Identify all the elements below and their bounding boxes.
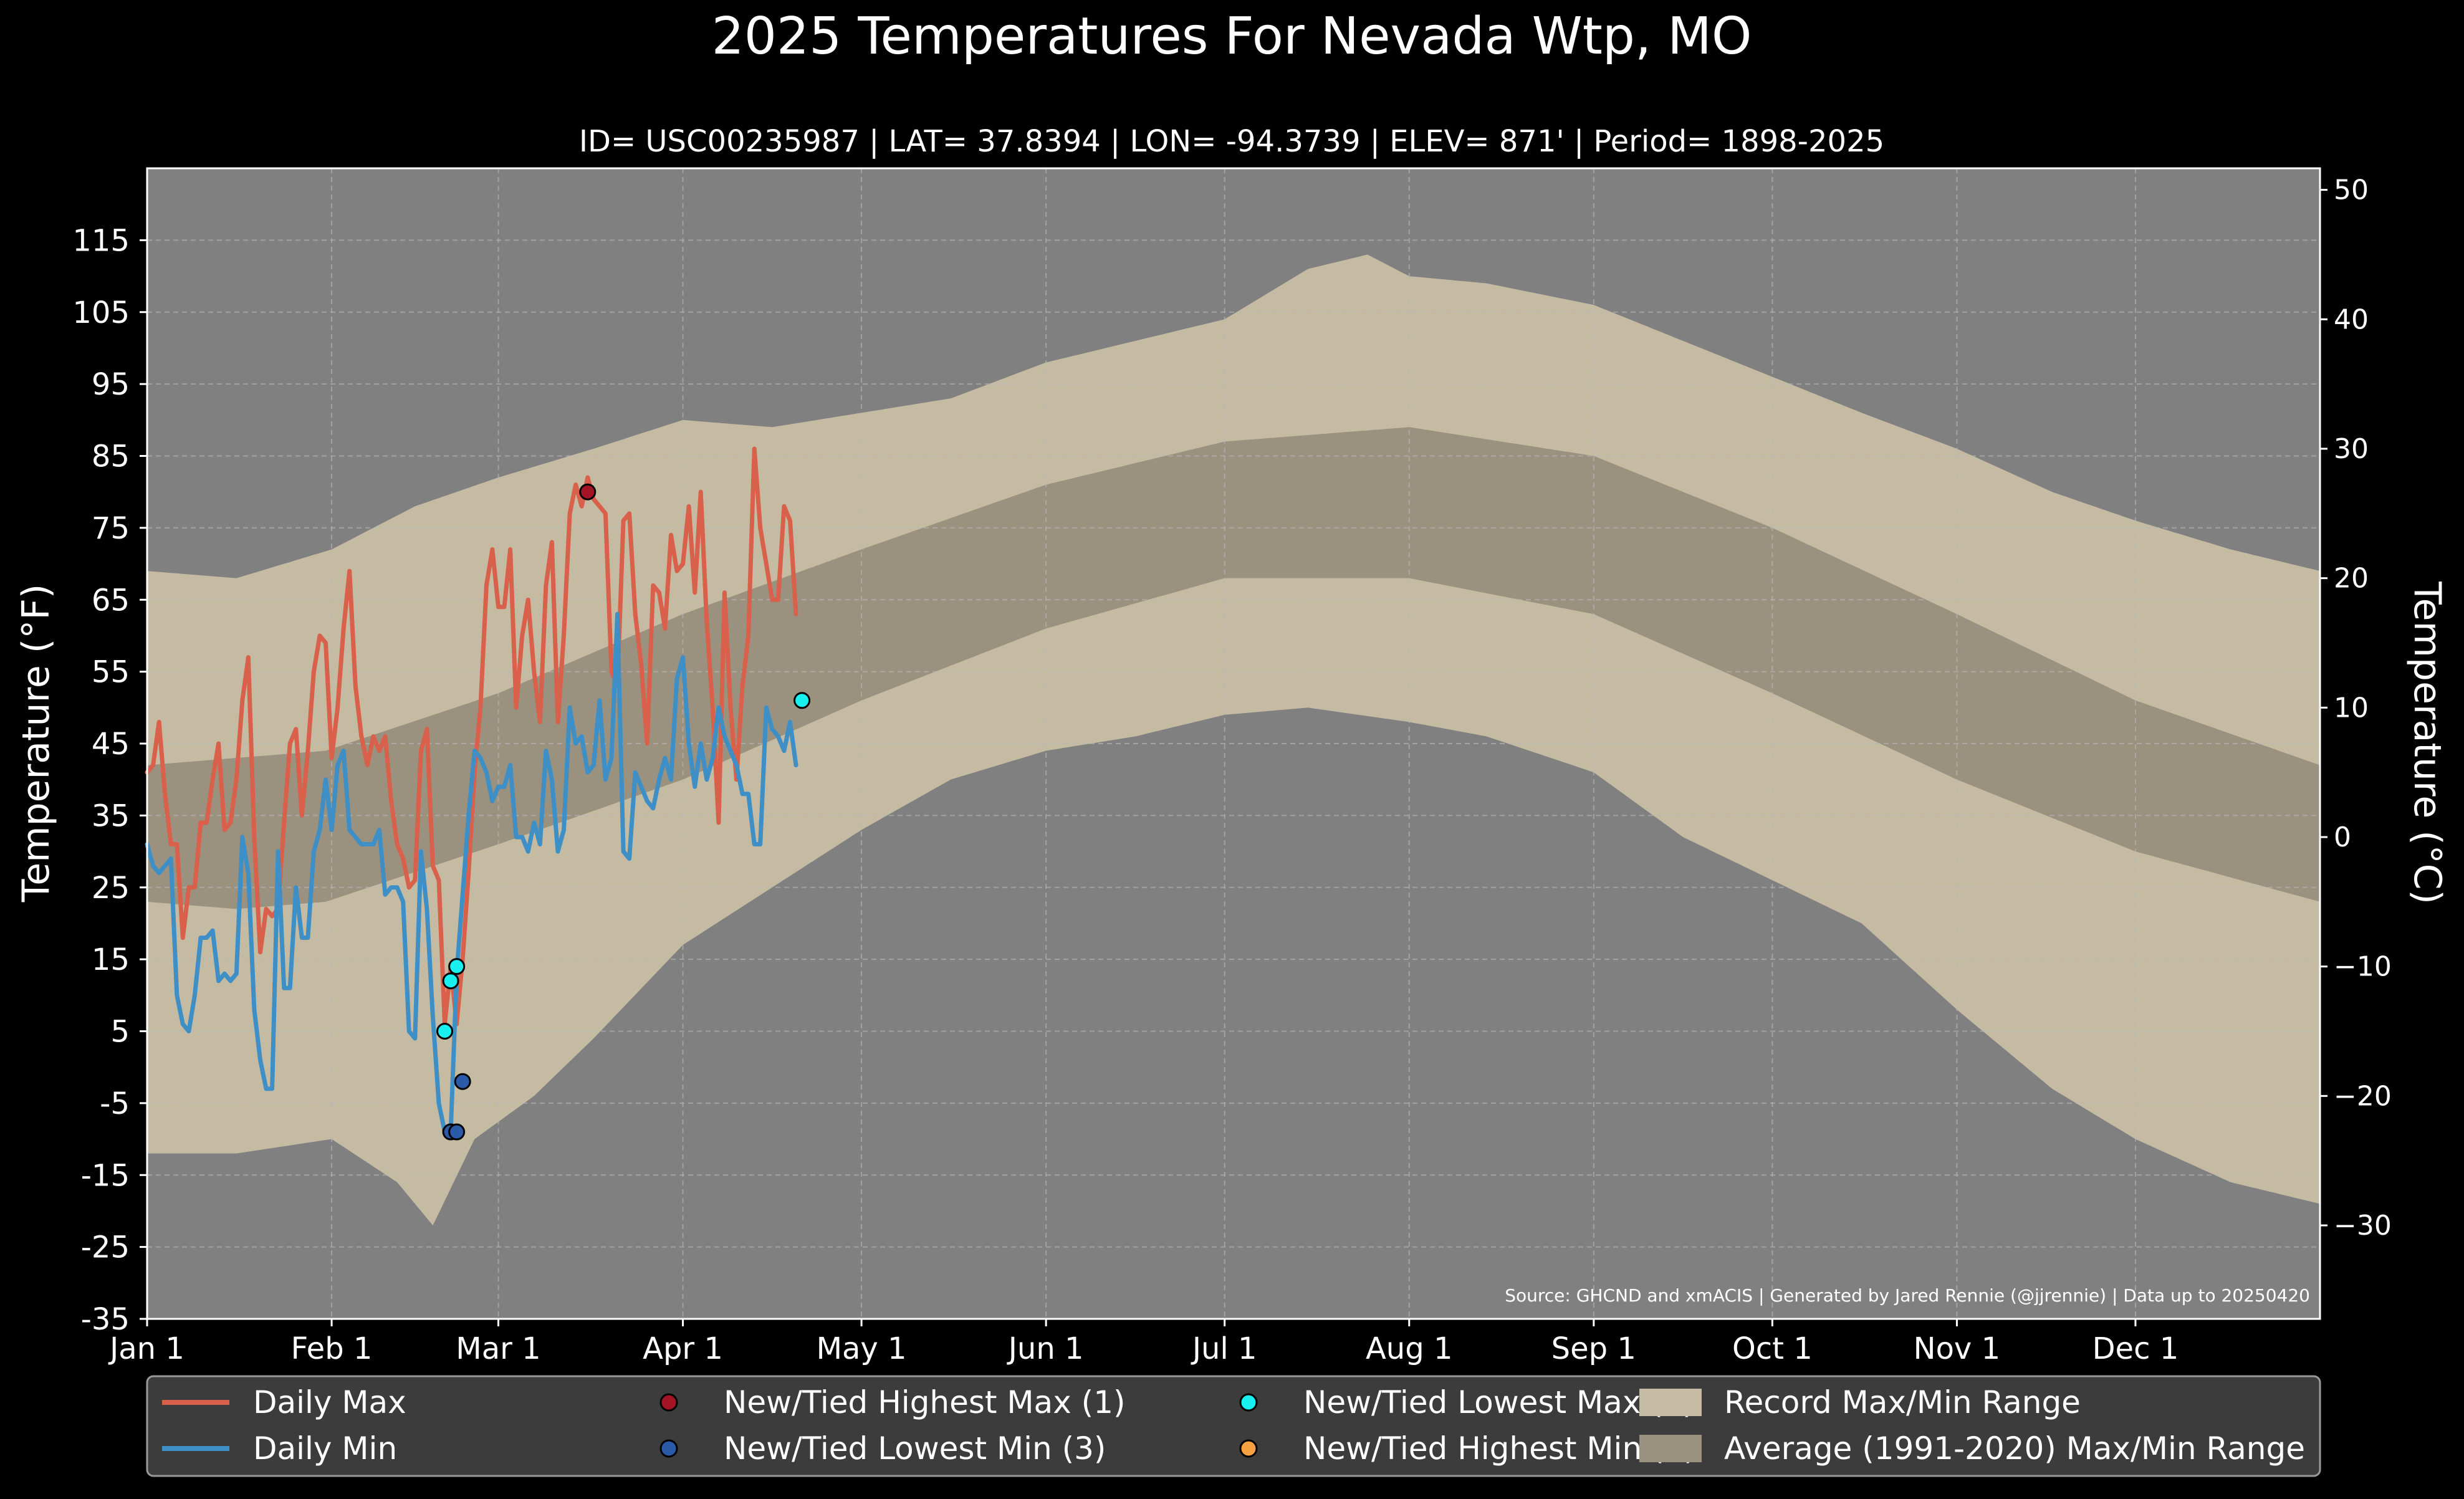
- x-tick-label: Oct 1: [1732, 1331, 1813, 1366]
- y-tick-label: 45: [92, 727, 130, 762]
- legend-item: New/Tied Highest Max (1): [659, 1384, 1126, 1420]
- average-max-min-range: [147, 427, 2320, 909]
- legend: Daily Max Daily Min New/Tied Highest Max (…: [146, 1375, 2321, 1477]
- y2-tick-label: −30: [2334, 1210, 2392, 1242]
- series-line-daily-min: [145, 611, 798, 1134]
- y-tick-label: 75: [92, 511, 130, 546]
- x-tick-label: Aug 1: [1366, 1331, 1453, 1366]
- series-line-daily-max: [145, 446, 798, 1027]
- record-marker-point: [454, 1073, 471, 1090]
- legend-label: Daily Max: [253, 1384, 406, 1420]
- legend-swatch-dot: [659, 1439, 678, 1458]
- y2-tick-label: 10: [2334, 692, 2369, 724]
- legend-label: New/Tied Lowest Min (3): [724, 1430, 1106, 1467]
- x-tick-label: Jul 1: [1191, 1331, 1257, 1366]
- legend-item: New/Tied Highest Min (0): [1239, 1430, 1696, 1467]
- y2-tick-label: 20: [2334, 563, 2369, 595]
- y-axis-label-left: Temperature (°F): [14, 584, 58, 903]
- legend-item: Average (1991-2020) Max/Min Range: [1639, 1430, 2305, 1467]
- y2-tick-label: 50: [2334, 175, 2369, 206]
- legend-swatch-dot: [659, 1393, 678, 1412]
- legend-item: Daily Max: [162, 1384, 406, 1420]
- record-marker-point: [436, 1023, 454, 1040]
- legend-label: Record Max/Min Range: [1724, 1384, 2081, 1420]
- legend-item: Daily Min: [162, 1430, 397, 1467]
- chart-title: 2025 Temperatures For Nevada Wtp, MO: [712, 7, 1752, 66]
- x-tick-label: Mar 1: [456, 1331, 540, 1366]
- plot-area: Source: GHCND and xmACIS | Generated by …: [72, 167, 2392, 1366]
- legend-item: Record Max/Min Range: [1639, 1384, 2081, 1420]
- legend-box: [146, 1375, 2321, 1477]
- y-tick-label: 55: [92, 655, 130, 690]
- y-tick-label: 95: [92, 367, 130, 402]
- legend-item: New/Tied Lowest Max (4): [1239, 1384, 1695, 1420]
- y-axis-label-right: Temperature (°C): [2405, 581, 2449, 904]
- x-tick-label: Sep 1: [1551, 1331, 1636, 1366]
- y-tick-label: 105: [72, 295, 130, 330]
- x-tick-label: Jun 1: [1007, 1331, 1084, 1366]
- y-tick-label: 25: [92, 871, 130, 906]
- y2-tick-label: −10: [2334, 951, 2392, 983]
- legend-swatch-dot: [1239, 1439, 1258, 1458]
- y2-tick-label: −20: [2334, 1080, 2392, 1112]
- y2-tick-label: 30: [2334, 433, 2369, 465]
- record-marker-point: [448, 958, 466, 975]
- legend-label: Daily Min: [253, 1430, 397, 1467]
- y-tick-label: 115: [72, 223, 130, 258]
- y-tick-label: -35: [81, 1302, 130, 1337]
- x-tick-label: Dec 1: [2092, 1331, 2179, 1366]
- y-tick-label: 5: [110, 1015, 130, 1050]
- y-tick-label: 65: [92, 583, 130, 618]
- source-note: Source: GHCND and xmACIS | Generated by …: [1505, 1285, 2310, 1306]
- record-marker-point: [442, 972, 459, 990]
- y2-tick-label: 40: [2334, 304, 2369, 335]
- x-tick-label: Nov 1: [1914, 1331, 2000, 1366]
- legend-label: Average (1991-2020) Max/Min Range: [1724, 1430, 2305, 1467]
- y2-tick-label: 0: [2334, 821, 2351, 853]
- y-tick-label: -25: [81, 1230, 130, 1265]
- y-tick-label: 35: [92, 798, 130, 833]
- y-tick-label: 85: [92, 439, 130, 474]
- legend-swatch-patch: [1639, 1389, 1702, 1416]
- record-max-min-range: [147, 254, 2320, 1225]
- record-marker-point: [793, 692, 811, 709]
- y-tick-label: -15: [81, 1158, 130, 1193]
- x-tick-label: May 1: [817, 1331, 907, 1366]
- chart-subtitle: ID= USC00235987 | LAT= 37.8394 | LON= -9…: [579, 124, 1884, 159]
- legend-label: New/Tied Highest Max (1): [724, 1384, 1126, 1420]
- legend-item: New/Tied Lowest Min (3): [659, 1430, 1106, 1467]
- record-marker-point: [448, 1123, 466, 1141]
- y-tick-label: -5: [100, 1086, 130, 1121]
- record-marker-point: [579, 483, 597, 500]
- legend-swatch-dot: [1239, 1393, 1258, 1412]
- x-tick-label: Apr 1: [643, 1331, 723, 1366]
- legend-label: New/Tied Highest Min (0): [1303, 1430, 1696, 1467]
- legend-label: New/Tied Lowest Max (4): [1303, 1384, 1695, 1420]
- x-tick-label: Feb 1: [291, 1331, 373, 1366]
- y-tick-label: 15: [92, 942, 130, 977]
- x-tick-label: Jan 1: [108, 1331, 185, 1366]
- legend-swatch-patch: [1639, 1435, 1702, 1462]
